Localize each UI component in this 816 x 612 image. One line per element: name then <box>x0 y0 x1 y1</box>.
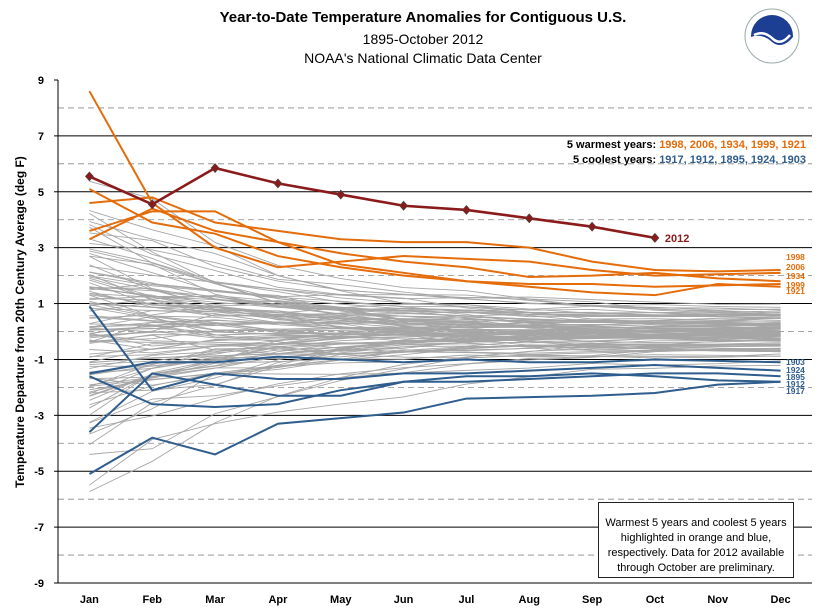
y-tick-label: 9 <box>38 75 44 87</box>
point-2012 <box>336 189 346 200</box>
x-tick-label: Nov <box>707 594 729 606</box>
point-2012 <box>273 178 283 189</box>
cool-year-label: 1895 <box>786 372 805 382</box>
legend-cool-label: 5 coolest years: <box>572 154 657 166</box>
legend-cool-years: 1917, 1912, 1895, 1924, 1903 <box>659 154 806 166</box>
x-tick-label: Aug <box>519 594 540 606</box>
legend-warm-label: 5 warmest years: <box>566 139 657 151</box>
cool-line-1912 <box>88 372 781 433</box>
warm-line-1921 <box>89 210 781 297</box>
cool-line-1924 <box>88 305 781 392</box>
chart-title: Year-to-Date Temperature Anomalies for C… <box>219 9 627 26</box>
warm-year-label: 2006 <box>786 262 805 272</box>
x-tick-label: Sep <box>582 594 602 606</box>
background-year-line <box>89 304 781 338</box>
y-tick-label: -9 <box>34 578 44 590</box>
background-year-line <box>89 292 781 324</box>
point-2012 <box>650 232 660 243</box>
label-2012: 2012 <box>665 233 689 245</box>
point-2012 <box>147 199 157 210</box>
cool-year-label: 1924 <box>786 365 805 375</box>
background-year-line <box>89 282 781 331</box>
background-year-line <box>89 238 781 316</box>
x-tick-label: Apr <box>268 594 288 606</box>
warm-line-1934 <box>88 207 781 283</box>
background-year-line <box>89 334 781 359</box>
y-tick-label: -7 <box>34 522 44 534</box>
background-year-line <box>89 243 781 311</box>
y-tick-label: -5 <box>34 466 44 478</box>
background-year-line <box>89 316 781 329</box>
y-tick-label: 7 <box>38 131 44 143</box>
warm-line-1999 <box>88 188 781 288</box>
background-year-line <box>89 277 781 333</box>
background-year-line <box>89 287 781 334</box>
point-2012 <box>399 200 408 211</box>
point-2012 <box>210 163 220 173</box>
y-tick-label: 1 <box>38 299 44 311</box>
warm-line-2006 <box>88 90 781 277</box>
point-2012 <box>462 204 471 215</box>
info-note: Warmest 5 years and coolest 5 years high… <box>598 502 794 578</box>
cool-year-label: 1903 <box>786 357 805 367</box>
point-2012 <box>85 171 94 182</box>
background-year-line <box>89 310 781 325</box>
x-tick-label: May <box>330 594 352 606</box>
line-2012 <box>88 166 656 240</box>
background-year-line <box>89 319 781 343</box>
y-tick-label: -1 <box>34 354 44 366</box>
cool-line-1903 <box>89 355 781 375</box>
cool-year-label: 1912 <box>786 379 805 389</box>
warm-year-label: 1998 <box>786 252 805 262</box>
background-year-line <box>89 210 781 325</box>
background-year-line <box>89 332 781 446</box>
point-2012 <box>524 213 534 224</box>
background-year-line <box>89 315 781 327</box>
warm-line-1998 <box>89 196 781 273</box>
chart-source: NOAA's National Climatic Data Center <box>304 50 542 66</box>
warm-year-label: 1999 <box>786 280 805 290</box>
background-year-line <box>89 343 781 455</box>
chart-subtitle: 1895-October 2012 <box>362 31 484 47</box>
x-tick-label: Jul <box>458 594 474 606</box>
background-year-line <box>89 344 781 387</box>
cool-line-1917 <box>88 380 781 475</box>
y-axis-label: Temperature Departure from 20th Century … <box>13 156 27 488</box>
warm-year-label: 1934 <box>786 271 805 281</box>
background-year-line <box>89 213 781 338</box>
background-year-line <box>89 308 781 352</box>
y-tick-label: 5 <box>38 187 44 199</box>
warm-year-label: 1921 <box>786 286 805 296</box>
legend-warm-years: 1998, 2006, 1934, 1999, 1921 <box>659 139 806 151</box>
background-year-line <box>89 283 781 305</box>
background-year-line <box>89 339 781 435</box>
x-tick-label: Mar <box>205 594 225 606</box>
background-year-line <box>89 353 781 429</box>
background-year-line <box>89 180 781 314</box>
legend-coolest: 5 coolest years: 1917, 1912, 1895, 1924,… <box>540 154 806 166</box>
background-year-line <box>89 232 781 316</box>
background-year-line <box>89 364 781 486</box>
x-tick-label: Dec <box>770 594 790 606</box>
background-year-line <box>89 327 781 347</box>
noaa-logo <box>744 8 800 64</box>
background-year-line <box>89 331 781 374</box>
background-year-line <box>89 323 781 336</box>
cool-line-1895 <box>89 372 781 408</box>
x-tick-label: Jan <box>80 594 99 606</box>
x-tick-label: Feb <box>142 594 162 606</box>
x-tick-label: Oct <box>646 594 665 606</box>
y-tick-label: -3 <box>34 410 44 422</box>
point-2012 <box>587 221 597 232</box>
background-year-line <box>89 334 781 401</box>
legend-warmest: 5 warmest years: 1998, 2006, 1934, 1999,… <box>540 139 806 151</box>
x-tick-label: Jun <box>394 594 414 606</box>
cool-year-label: 1917 <box>786 386 805 396</box>
y-tick-label: 3 <box>38 243 44 255</box>
